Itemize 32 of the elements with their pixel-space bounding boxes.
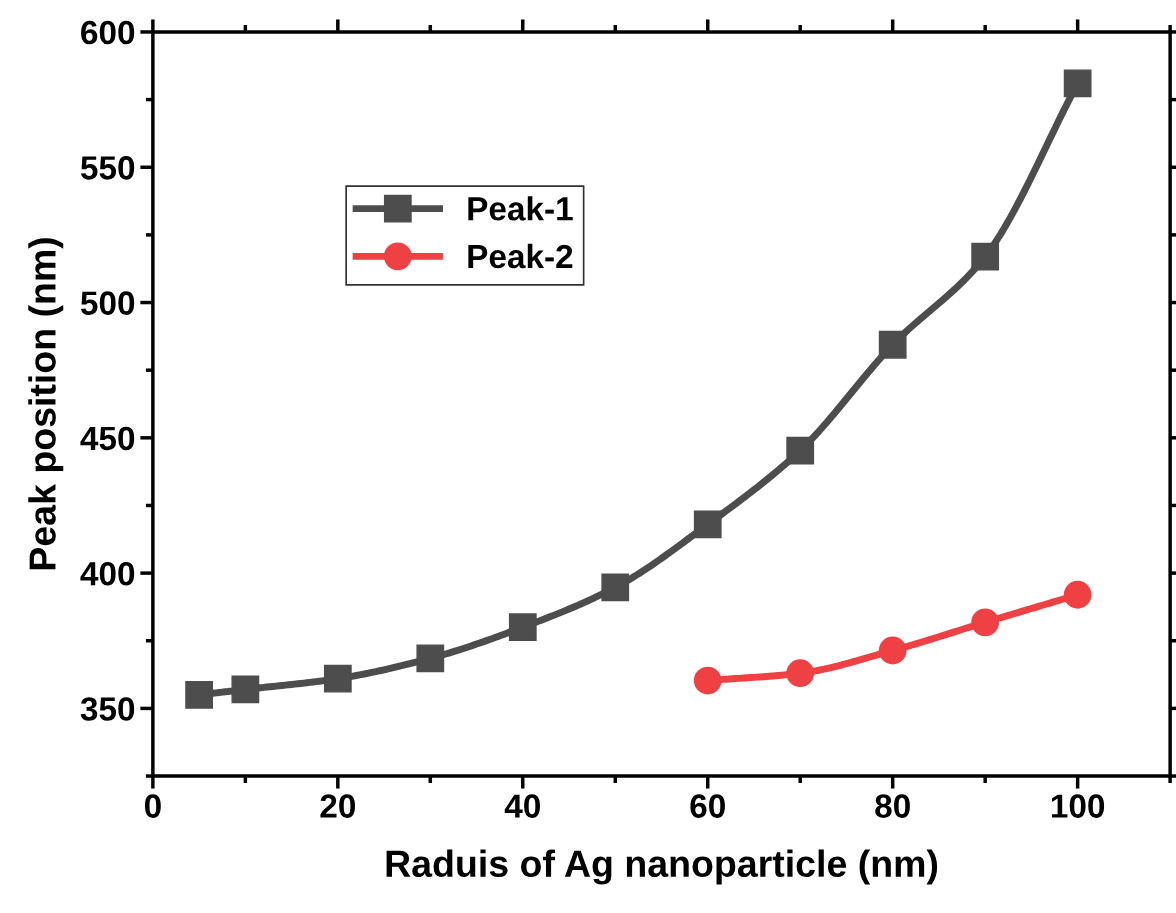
point [693,666,722,695]
y-tick-label: 600 [81,20,135,45]
point [878,636,907,665]
point [508,613,537,642]
point [416,644,445,673]
y-axis-title: Peak position (nm) [28,238,64,570]
point [693,510,722,539]
point [231,675,260,704]
x-axis-title: Raduis of Ag nanoparticle (nm) [386,849,938,885]
x-tick-label: 100 [1051,794,1105,818]
point [1063,69,1092,98]
point [971,242,1000,271]
x-tick-label: 60 [690,794,725,818]
point [878,330,907,359]
point [601,573,630,602]
y-tick-label: 500 [80,291,135,315]
point [323,664,352,693]
legend-label: Peak-2 [468,243,573,269]
x-tick-label: 20 [320,794,356,818]
x-tick-label: 80 [875,794,910,818]
y-tick-label: 550 [80,156,135,180]
x-tick-label: 40 [504,794,540,818]
point [971,608,1000,637]
point [786,659,815,688]
point [185,680,214,709]
y-tick-label: 350 [80,697,135,721]
point [1063,580,1092,609]
x-tick-label: 0 [144,794,161,818]
legend-label: Peak-1 [468,196,573,221]
point [786,436,815,465]
y-tick-label: 400 [80,561,135,586]
y-tick-label: 450 [80,426,135,451]
